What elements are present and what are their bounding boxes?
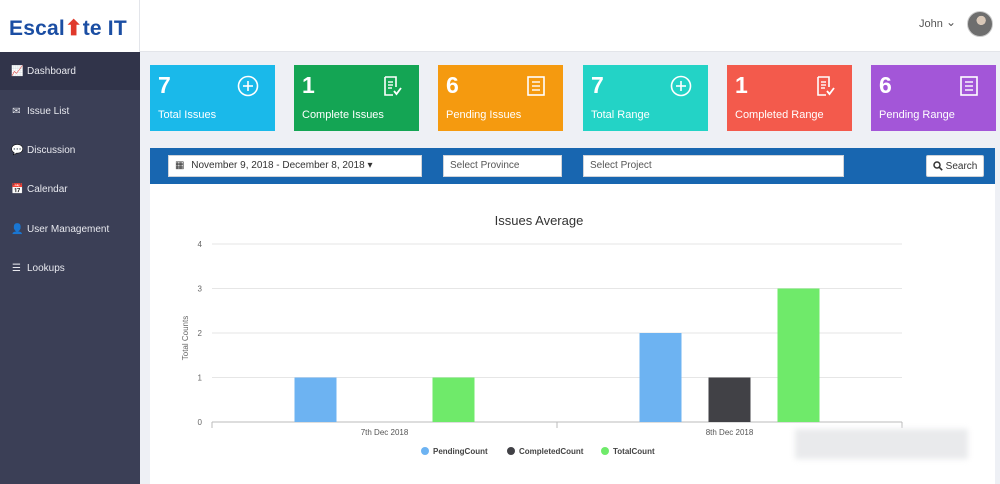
comments-icon: 💬 [11,144,24,156]
chart-title: Issues Average [495,213,584,228]
bar-pendingcount-1 [639,333,682,422]
y-axis-label: Total Counts [181,316,190,360]
chart-area-icon: 📈 [11,65,24,77]
stat-card-value: 1 [302,72,315,98]
y-tick-label: 4 [198,240,203,249]
sidebar-item-label: Lookups [27,262,65,274]
envelope-icon: ✉ [12,105,21,117]
search-button[interactable]: Search [926,155,984,177]
issues-average-chart: Issues Average 0 1 2 3 4 Total Counts 7th Dec 2… [181,213,903,456]
x-tick-label: 7th Dec 2018 [361,428,409,437]
stat-card-label: Pending Issues [446,109,522,121]
x-tick-label: 8th Dec 2018 [706,428,754,437]
y-tick-label: 1 [198,374,203,383]
legend-marker-pendingcount [421,447,429,455]
chevron-down-icon[interactable]: ⌄ [946,15,957,29]
caret-down-icon: ▾ [367,160,373,171]
calendar-icon: ▦ [175,160,185,171]
stat-card-value: 6 [879,72,892,98]
stat-card-label: Total Range [591,109,650,121]
stat-card-completed-range[interactable]: 1 Completed Range [727,65,852,131]
stat-card-label: Completed Range [735,109,824,121]
legend-label-pendingcount: PendingCount [433,447,488,456]
sidebar-item-dashboard[interactable]: 📈 Dashboard [0,52,140,90]
date-range-value: November 9, 2018 - December 8, 2018 [191,160,365,171]
logo-text-left: Escal [9,17,65,40]
avatar[interactable] [967,11,993,37]
stat-card-label: Pending Range [879,109,955,121]
sidebar: 📈 Dashboard ✉ Issue List 💬 Discussion 📅 Calenda… [0,52,140,484]
stat-card-pending-issues[interactable]: 6 Pending Issues [438,65,563,131]
top-bar: Escal⬆te IT John ⌄ [0,0,1000,52]
calendar-icon: 📅 [11,183,24,195]
list-doc-icon [525,75,547,97]
stat-card-pending-range[interactable]: 6 Pending Range [871,65,996,131]
stat-card-value: 7 [158,72,171,98]
sidebar-item-label: Discussion [27,144,76,156]
stat-card-value: 7 [591,72,604,98]
legend-label-totalcount: TotalCount [613,447,655,456]
sidebar-item-label: User Management [27,223,110,235]
search-icon [932,161,943,171]
sidebar-item-label: Dashboard [27,65,76,77]
bar-completedcount-1 [708,377,751,422]
stat-card-total-range[interactable]: 7 Total Range [583,65,708,131]
blurred-region [795,429,968,459]
plus-circle-icon [670,75,692,97]
y-tick-label: 3 [198,285,203,294]
sidebar-item-calendar[interactable]: 📅 Calendar [0,170,140,208]
legend-label-completedcount: CompletedCount [519,447,584,456]
checklist-icon [814,75,836,97]
stat-card-label: Complete Issues [302,109,384,121]
sidebar-item-discussion[interactable]: 💬 Discussion [0,131,140,169]
app-logo[interactable]: Escal⬆te IT [9,16,127,41]
stat-card-total-issues[interactable]: 7 Total Issues [150,65,275,131]
bar-totalcount-0 [432,377,475,422]
project-select[interactable]: Select Project [583,155,844,177]
y-tick-label: 2 [198,329,203,338]
filter-bar: ▦ November 9, 2018 - December 8, 2018 ▾ … [150,148,995,184]
list-icon: ☰ [12,262,21,274]
stat-card-label: Total Issues [158,109,217,121]
search-button-label: Search [945,160,978,172]
y-tick-label: 0 [198,418,203,427]
checklist-icon [381,75,403,97]
logo-text-right: te IT [82,17,127,40]
bar-pendingcount-0 [294,377,337,422]
user-icon: 👤 [11,223,24,235]
plus-circle-icon [237,75,259,97]
sidebar-item-label: Issue List [27,105,70,117]
list-doc-icon [958,75,980,97]
province-select[interactable]: Select Province [443,155,562,177]
sidebar-item-user-management[interactable]: 👤 User Management [0,210,140,248]
sidebar-item-label: Calendar [27,183,68,195]
user-name[interactable]: John [919,18,943,30]
bar-totalcount-1 [777,288,820,422]
stat-card-value: 1 [735,72,748,98]
legend-marker-totalcount [601,447,609,455]
stat-card-complete-issues[interactable]: 1 Complete Issues [294,65,419,131]
sidebar-item-issue-list[interactable]: ✉ Issue List [0,92,140,130]
logo-area: Escal⬆te IT [0,0,140,52]
sidebar-item-lookups[interactable]: ☰ Lookups [0,249,140,287]
date-range-picker[interactable]: ▦ November 9, 2018 - December 8, 2018 ▾ [168,155,422,177]
stat-card-value: 6 [446,72,459,98]
legend-marker-completedcount [507,447,515,455]
logo-arrow-icon: ⬆ [64,17,83,40]
